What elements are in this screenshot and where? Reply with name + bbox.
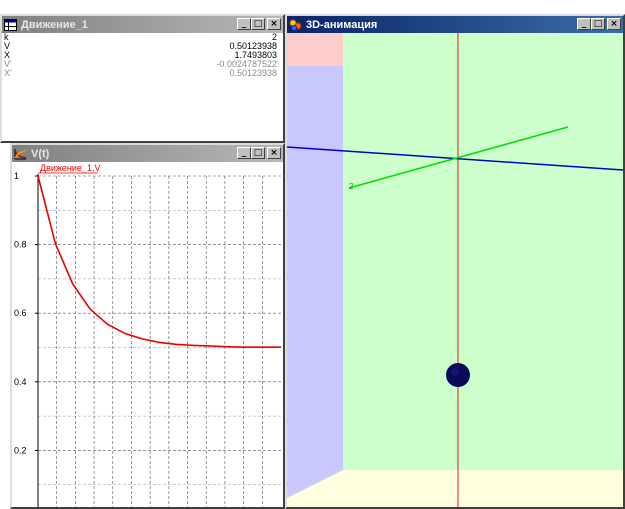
plot-window: V(t) _ □ × 1 0.8 0.6 0.4 0.2 Движение_1.V xyxy=(10,143,285,509)
variable-value: 2 xyxy=(271,33,277,42)
close-button[interactable]: × xyxy=(267,147,281,159)
variable-row: X 1.7493803 xyxy=(4,51,277,60)
variable-row: V' -0.0024787522 xyxy=(4,60,277,69)
variable-row: k 2 xyxy=(4,33,277,42)
animation-icon xyxy=(289,19,302,31)
left-wall xyxy=(287,33,343,498)
series-legend-label: Движение_1.V xyxy=(40,163,100,173)
variable-row: V 0.50123938 xyxy=(4,42,277,51)
y-tick-label: 0.6 xyxy=(14,308,27,318)
minimize-button[interactable]: _ xyxy=(237,147,251,159)
variable-name: X' xyxy=(4,68,12,78)
close-button[interactable]: × xyxy=(267,18,281,30)
animation-window-titlebar[interactable]: 3D-анимация _ □ × xyxy=(287,16,623,33)
corner-patch xyxy=(287,33,343,66)
table-icon xyxy=(4,18,17,31)
variable-name: k xyxy=(4,33,9,42)
y-tick-label: 0.4 xyxy=(14,377,27,387)
maximize-button[interactable]: □ xyxy=(591,18,605,30)
floor xyxy=(287,470,623,507)
green-axis xyxy=(348,126,569,189)
animation-window-title: 3D-анимация xyxy=(306,18,378,31)
variable-value: -0.0024787522 xyxy=(216,59,277,69)
variable-row: X' 0.50123938 xyxy=(4,69,277,78)
values-window: Движение_1 _ □ × k 2 V 0.50123938 X 1.74… xyxy=(0,14,285,143)
ball-highlight xyxy=(451,368,459,376)
values-table: k 2 V 0.50123938 X 1.7493803 V' -0.00247… xyxy=(2,33,283,141)
line-chart: 1 0.8 0.6 0.4 0.2 Движение_1.V xyxy=(12,162,283,507)
minimize-button[interactable]: _ xyxy=(237,18,251,30)
minimize-button[interactable]: _ xyxy=(577,18,591,30)
maximize-button[interactable]: □ xyxy=(251,18,265,30)
plot-window-title: V(t) xyxy=(31,147,50,160)
variable-value: 0.50123938 xyxy=(229,68,277,78)
scene-3d[interactable]: 2 xyxy=(287,33,623,507)
variable-name: V xyxy=(4,41,11,51)
variable-value: 1.7493803 xyxy=(234,50,277,60)
values-window-title: Движение_1 xyxy=(21,18,88,31)
graph-icon xyxy=(14,148,27,159)
y-tick-label: 0.2 xyxy=(14,445,27,455)
plot-area: 1 0.8 0.6 0.4 0.2 Движение_1.V xyxy=(12,162,283,507)
maximize-button[interactable]: □ xyxy=(251,147,265,159)
variable-name: V' xyxy=(4,59,12,69)
series-line xyxy=(37,175,281,348)
plot-background xyxy=(12,162,283,507)
variable-value: 0.50123938 xyxy=(229,41,277,51)
scene-viewport[interactable]: 2 xyxy=(287,33,623,507)
ball[interactable] xyxy=(446,363,470,387)
values-window-titlebar[interactable]: Движение_1 _ □ × xyxy=(2,16,283,33)
y-tick-label: 1 xyxy=(14,171,19,181)
close-button[interactable]: × xyxy=(607,18,621,30)
axis-label: 2 xyxy=(349,182,354,191)
y-tick-label: 0.8 xyxy=(14,240,27,250)
plot-window-titlebar[interactable]: V(t) _ □ × xyxy=(12,145,283,162)
variable-name: X xyxy=(4,50,11,60)
animation-window: 3D-анимация _ □ × 2 xyxy=(285,14,625,509)
